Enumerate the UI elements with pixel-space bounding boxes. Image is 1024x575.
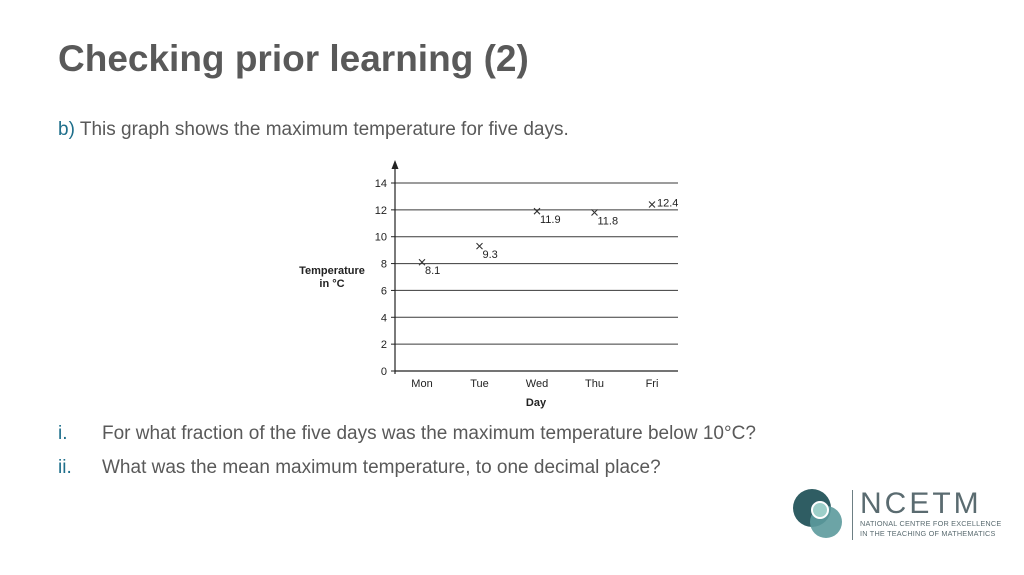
logo-line-1: NATIONAL CENTRE FOR EXCELLENCE <box>860 519 1002 528</box>
data-point-marker <box>476 242 483 250</box>
question-1-number: i. <box>58 423 68 444</box>
question-1-text: For what fraction of the five days was t… <box>102 423 756 444</box>
logo-name: NCETM <box>860 487 982 520</box>
x-tick-label: Fri <box>646 378 659 390</box>
data-label: 12.4 <box>657 197 678 209</box>
x-tick-label: Mon <box>411 378 432 390</box>
data-point-marker <box>418 258 426 266</box>
y-tick-label: 6 <box>381 285 387 297</box>
intro-line: b) This graph shows the maximum temperat… <box>58 119 569 141</box>
intro-label: b) <box>58 119 75 140</box>
data-label: 8.1 <box>425 265 440 277</box>
data-label: 11.8 <box>598 216 619 228</box>
intro-text: This graph shows the maximum temperature… <box>74 119 569 140</box>
y-axis-title: in °C <box>319 278 344 290</box>
data-point-marker <box>648 201 656 208</box>
y-tick-label: 2 <box>381 339 387 351</box>
question-2: ii. What was the mean maximum temperature… <box>58 457 661 479</box>
y-axis-title: Temperature <box>299 265 365 277</box>
x-tick-label: Wed <box>526 378 548 390</box>
y-tick-label: 8 <box>381 259 387 271</box>
y-axis-arrow <box>391 160 399 169</box>
y-tick-label: 4 <box>381 312 387 324</box>
question-2-text: What was the mean maximum temperature, t… <box>102 457 661 478</box>
logo-circle-light <box>811 501 829 519</box>
logo-divider <box>852 490 853 540</box>
x-tick-label: Tue <box>470 378 489 390</box>
slide-title: Checking prior learning (2) <box>58 38 529 79</box>
y-tick-label: 12 <box>375 205 387 217</box>
logo-line-2: IN THE TEACHING OF MATHEMATICS <box>860 529 996 538</box>
data-label: 9.3 <box>483 249 498 261</box>
x-axis-title: Day <box>526 397 547 409</box>
y-tick-label: 10 <box>375 232 387 244</box>
ncetm-logo-mark <box>793 489 842 538</box>
y-tick-label: 14 <box>375 178 387 190</box>
data-label: 11.9 <box>540 214 561 226</box>
ncetm-logo-text: NCETM NATIONAL CENTRE FOR EXCELLENCE IN … <box>860 489 1001 539</box>
data-point-marker <box>533 207 541 215</box>
data-point-marker <box>591 209 598 216</box>
temperature-chart: 0 2 4 6 8 10 12 14 Mon Tue Wed Thu Fri Day Temperature… <box>299 160 678 409</box>
question-1: i. For what fraction of the five days was… <box>58 423 756 445</box>
x-tick-label: Thu <box>585 378 604 390</box>
question-2-number: ii. <box>58 457 72 478</box>
y-tick-label: 0 <box>381 366 387 378</box>
